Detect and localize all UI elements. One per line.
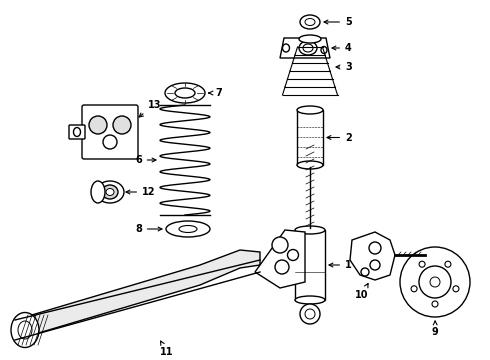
- Text: 8: 8: [135, 224, 162, 234]
- FancyBboxPatch shape: [295, 230, 325, 300]
- Ellipse shape: [430, 277, 440, 287]
- Polygon shape: [255, 230, 305, 288]
- Ellipse shape: [300, 304, 320, 324]
- Ellipse shape: [299, 41, 317, 55]
- Text: 9: 9: [432, 321, 439, 337]
- Polygon shape: [350, 232, 395, 280]
- Ellipse shape: [300, 15, 320, 29]
- Ellipse shape: [369, 242, 381, 254]
- FancyBboxPatch shape: [297, 110, 323, 165]
- Ellipse shape: [305, 18, 315, 26]
- Ellipse shape: [96, 181, 124, 203]
- Ellipse shape: [18, 321, 32, 339]
- Ellipse shape: [288, 249, 298, 261]
- Ellipse shape: [11, 312, 39, 347]
- Text: 11: 11: [160, 341, 173, 357]
- Ellipse shape: [74, 127, 80, 136]
- Ellipse shape: [272, 237, 288, 253]
- Ellipse shape: [453, 286, 459, 292]
- Text: 4: 4: [332, 43, 352, 53]
- Polygon shape: [280, 38, 330, 58]
- Ellipse shape: [411, 286, 417, 292]
- Text: 3: 3: [336, 62, 352, 72]
- Ellipse shape: [283, 44, 290, 52]
- Ellipse shape: [297, 106, 323, 114]
- Ellipse shape: [295, 296, 325, 304]
- Ellipse shape: [419, 266, 451, 298]
- FancyBboxPatch shape: [82, 105, 138, 159]
- Text: 10: 10: [355, 284, 368, 300]
- Ellipse shape: [305, 309, 315, 319]
- Ellipse shape: [400, 247, 470, 317]
- Ellipse shape: [179, 225, 197, 233]
- Ellipse shape: [295, 226, 325, 234]
- Ellipse shape: [432, 301, 438, 307]
- Text: 5: 5: [324, 17, 352, 27]
- Text: 12: 12: [126, 187, 155, 197]
- Text: 7: 7: [209, 88, 222, 98]
- Ellipse shape: [361, 268, 369, 276]
- Ellipse shape: [445, 261, 451, 267]
- Ellipse shape: [303, 44, 313, 52]
- Ellipse shape: [106, 189, 114, 195]
- FancyBboxPatch shape: [69, 125, 85, 139]
- Ellipse shape: [113, 116, 131, 134]
- Text: 2: 2: [327, 132, 352, 143]
- Text: 1: 1: [329, 260, 352, 270]
- Polygon shape: [15, 250, 260, 340]
- Text: 13: 13: [139, 99, 162, 117]
- Ellipse shape: [166, 221, 210, 237]
- Text: 6: 6: [135, 155, 156, 165]
- Ellipse shape: [102, 185, 118, 199]
- Ellipse shape: [297, 161, 323, 169]
- Ellipse shape: [89, 116, 107, 134]
- Ellipse shape: [175, 88, 195, 98]
- Ellipse shape: [419, 261, 425, 267]
- Ellipse shape: [299, 35, 321, 43]
- Ellipse shape: [165, 83, 205, 103]
- Ellipse shape: [275, 260, 289, 274]
- Ellipse shape: [370, 260, 380, 270]
- Ellipse shape: [321, 46, 327, 54]
- Ellipse shape: [103, 135, 117, 149]
- Ellipse shape: [91, 181, 105, 203]
